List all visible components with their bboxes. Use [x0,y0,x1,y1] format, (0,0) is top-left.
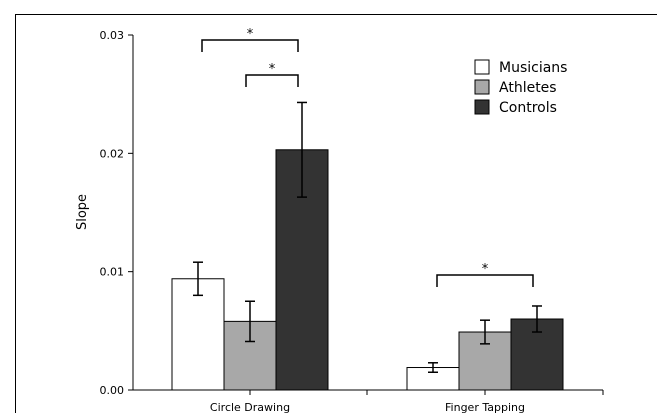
y-tick-label: 0.01 [100,266,125,279]
y-tick-label: 0.02 [100,147,125,160]
y-tick-label: 0.03 [100,29,125,42]
significance-bracket [245,74,299,87]
legend-label: Musicians [499,60,567,76]
legend-swatch [474,59,490,75]
significance-brackets: * * * [201,27,534,287]
significance-bracket [436,274,534,287]
legend-swatch [474,99,490,115]
x-tick-label: Finger Tapping [445,401,525,413]
y-axis-label: Slope [75,194,90,230]
frame-top-border [15,14,657,15]
x-tick-label: Circle Drawing [210,401,290,413]
y-tick-label: 0.00 [100,384,125,397]
significance-bracket [201,39,299,52]
significance-star: * [269,62,276,77]
error-bars-group [193,101,542,373]
legend-swatch [474,79,490,95]
legend-label: Controls [499,100,557,116]
frame-left-border [15,14,16,413]
legend: Musicians Athletes Controls [474,59,567,116]
bars-group [171,149,564,391]
significance-star: * [247,27,254,42]
legend-label: Athletes [499,80,557,96]
axes: 0.00 0.01 0.02 0.03 Circle Drawing Finger Tap… [100,29,604,413]
significance-star: * [482,262,489,277]
